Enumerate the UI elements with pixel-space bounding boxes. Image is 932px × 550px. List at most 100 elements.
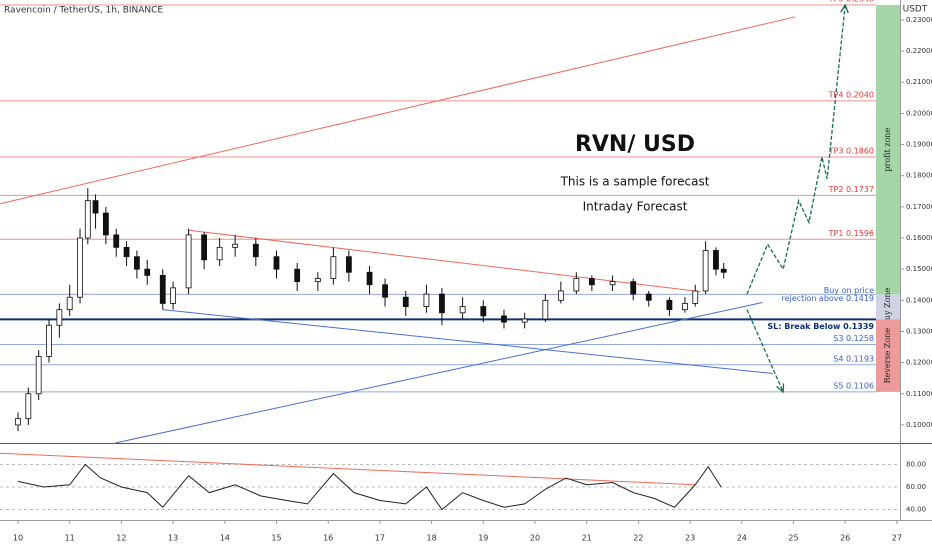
candle-body [144, 268, 151, 276]
candle-body [692, 290, 699, 304]
candle-body [134, 256, 140, 270]
level-label: S3 0.1258 [833, 334, 874, 343]
trendline [0, 16, 796, 205]
candle-body [84, 200, 91, 239]
candle-body [330, 256, 337, 279]
rsi-tick-label: 40.00 [906, 506, 926, 514]
candle-body [713, 250, 719, 270]
level-label: TP3 0.1860 [828, 147, 874, 156]
x-tick-label: 17 [375, 534, 385, 543]
candle-body [645, 293, 652, 301]
x-tick-label: 25 [788, 534, 798, 543]
candle-body [102, 212, 109, 236]
candle-body [521, 318, 528, 323]
level-label: TP5 0.2348 [828, 0, 874, 3]
x-tick-label: 12 [116, 534, 126, 543]
forecast-path [746, 309, 783, 392]
candle-body [557, 290, 564, 301]
x-tick-label: 19 [478, 534, 488, 543]
candle-body [702, 250, 709, 292]
candle-body [25, 393, 32, 420]
zone-label: profit zone [883, 128, 892, 172]
candle-body [588, 278, 595, 286]
currency: USDT [903, 5, 928, 15]
candle-body [35, 355, 42, 395]
candle-body [92, 200, 99, 214]
candle-body [273, 256, 280, 270]
level-label: TP1 0.1596 [828, 229, 874, 238]
zone [876, 294, 900, 320]
candle-body [573, 278, 580, 292]
x-tick-label: 10 [13, 534, 23, 543]
candle-body [56, 309, 63, 326]
candle-body [294, 268, 301, 283]
x-tick-label: 13 [168, 534, 178, 543]
candle-body [185, 234, 192, 289]
zone [876, 4, 900, 295]
x-tick-label: 23 [685, 534, 695, 543]
chart-title: Ravencoin / TetherUS, 1h, BINANCE [4, 6, 163, 16]
candle-body [682, 303, 688, 311]
candle-body [314, 278, 321, 283]
x-tick-label: 15 [271, 534, 281, 543]
candle-body [459, 306, 466, 314]
candle-body [77, 237, 83, 298]
candle-body [542, 299, 549, 320]
level-label: TP4 0.2040 [828, 90, 874, 99]
x-tick-label: 11 [65, 534, 75, 543]
x-tick-label: 16 [323, 534, 333, 543]
candle-body [382, 284, 388, 298]
x-tick-label: 14 [220, 534, 230, 543]
x-tick-label: 20 [530, 534, 540, 543]
note: Intraday Forecast [583, 200, 688, 214]
level-label: Buy on price [824, 286, 874, 295]
candle-body [480, 306, 487, 317]
level-label: TP2 0.1737 [828, 185, 874, 194]
x-tick-label: 26 [840, 534, 850, 543]
zone-label: Buy Zone [883, 287, 892, 326]
heading: RVN/ USD [575, 132, 695, 157]
candle-body [201, 234, 208, 261]
candle-body [366, 271, 373, 286]
trendline [162, 309, 773, 375]
candle-body [439, 293, 445, 314]
candle-body [402, 296, 409, 307]
candle-body [66, 296, 73, 311]
candle-body [216, 246, 223, 261]
candle-body [345, 256, 352, 273]
candle-body [232, 243, 239, 248]
candle-body [252, 243, 259, 258]
x-tick-label: 27 [892, 534, 902, 543]
forecast-path [746, 5, 845, 295]
candle-body [630, 281, 637, 295]
rsi-line [17, 463, 722, 511]
candle-body [113, 234, 120, 248]
x-tick-label: 21 [582, 534, 592, 543]
level-label: S5 0.1106 [833, 381, 874, 390]
level-label: SL: Break Below 0.1339 [767, 322, 874, 331]
x-tick-label: 24 [737, 534, 747, 543]
candle-body [15, 418, 21, 426]
x-tick-label: 18 [427, 534, 437, 543]
candle-body [159, 274, 166, 304]
rsi-trendline [0, 452, 696, 486]
candle-body [123, 246, 130, 258]
candle-body [720, 268, 727, 273]
zone [876, 319, 900, 392]
candle-body [170, 287, 176, 304]
